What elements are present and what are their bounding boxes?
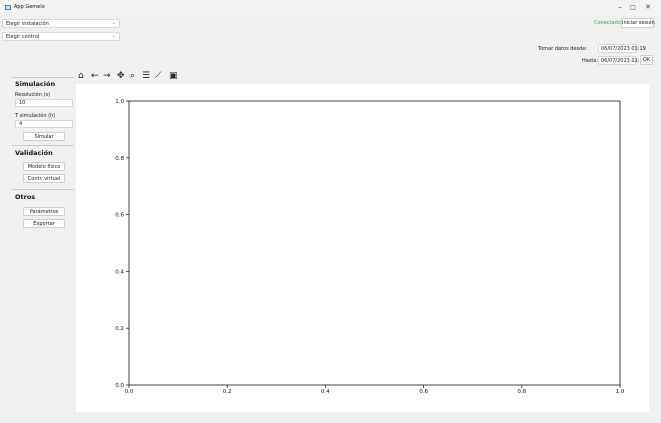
forward-arrow-icon[interactable]: → [103,71,111,81]
to-label: Hasta: [582,58,599,64]
installation-select[interactable]: Elegir instalación ⌄ [2,19,120,28]
to-date-value: 06/07/2023 11:19 [601,58,646,64]
minimize-icon[interactable]: – [618,3,622,11]
from-date-input[interactable]: 06/07/2023 01:19 ⌄ [598,44,646,53]
app-icon [5,5,11,10]
control-select-value: Elegir control [6,34,40,40]
home-icon[interactable]: ⌂ [78,71,84,81]
plot-canvas[interactable] [76,84,649,412]
login-button[interactable]: Iniciar sesión [621,18,655,28]
chevron-down-icon: ⌄ [629,45,634,51]
zoom-icon[interactable]: ⌕ [130,71,136,81]
edit-axis-icon[interactable]: ⟋ [155,71,162,81]
physical-model-button[interactable]: Modelo físico [23,162,65,171]
close-icon[interactable]: ✕ [645,3,651,11]
virtual-control-button[interactable]: Contr. virtual [23,174,65,183]
resolution-input[interactable]: 10 [15,99,73,107]
others-title: Otros [15,193,36,201]
maximize-icon[interactable]: □ [630,4,636,11]
section-divider [12,77,74,78]
parameters-button[interactable]: Parámetros [23,207,65,216]
sim-time-input[interactable]: 4 [15,120,73,128]
from-date-value: 06/07/2023 01:19 [601,46,646,52]
title-bar: App Gemelo – □ ✕ [0,0,661,16]
to-date-input[interactable]: 06/07/2023 11:19 ⌄ [598,56,646,65]
simulate-button[interactable]: Simular [23,132,65,141]
configure-subplots-icon[interactable]: ☰ [142,71,151,81]
sim-time-value: 4 [19,121,23,127]
from-label: Tomar datos desde: [538,46,588,52]
section-divider [12,189,74,190]
save-icon[interactable]: ▣ [169,71,178,81]
resolution-value: 10 [19,100,26,106]
ok-button[interactable]: OK [640,55,653,65]
validation-title: Validación [15,149,53,157]
control-select[interactable]: Elegir control ⌄ [2,32,120,41]
installation-select-value: Elegir instalación [6,21,49,27]
sim-time-label: T simulación (h) [15,113,56,119]
window-title: App Gemelo [14,4,45,10]
resolution-label: Resolución (s) [15,92,51,98]
chevron-down-icon: ⌄ [111,33,116,39]
back-arrow-icon[interactable]: ← [91,71,99,81]
chevron-down-icon: ⌄ [629,57,634,63]
section-divider [12,145,74,146]
chevron-down-icon: ⌄ [111,20,116,26]
pan-icon[interactable]: ✥ [117,71,125,81]
simulation-title: Simulación [15,80,56,88]
export-button[interactable]: Exportar [23,219,65,228]
connection-status: Conectado [594,20,621,26]
